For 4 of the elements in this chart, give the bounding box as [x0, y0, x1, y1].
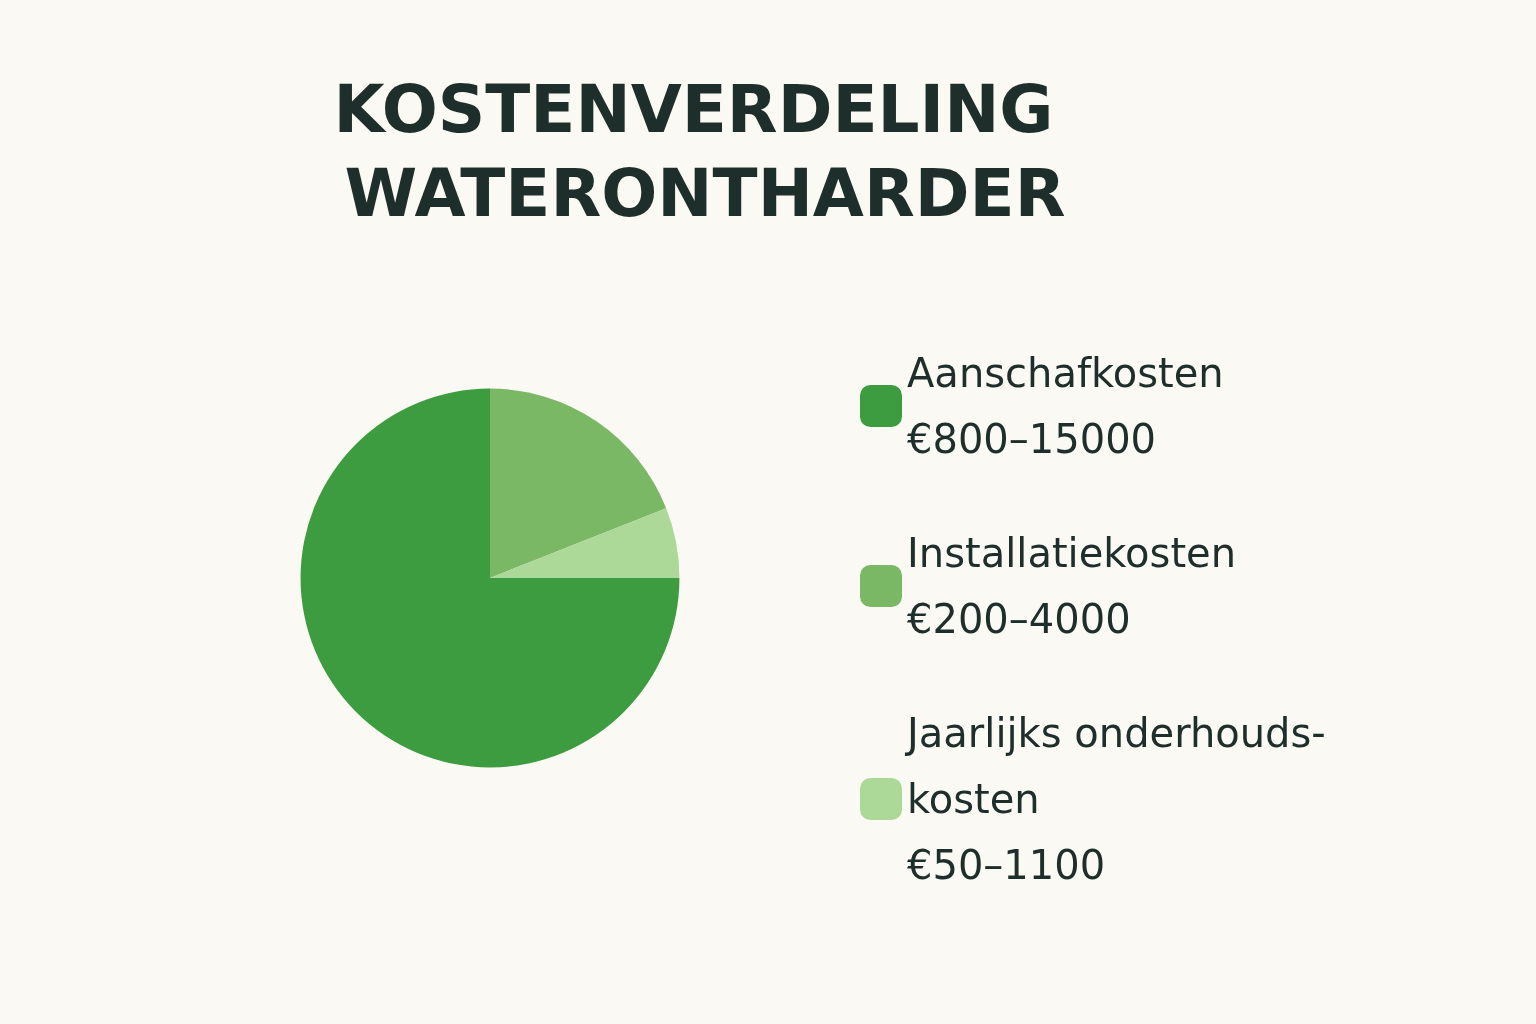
legend-label: Jaarlijks onderhouds- kosten €50–1100: [904, 710, 1326, 888]
chart-title: KOSTENVERDELING WATERONTHARDER: [333, 70, 1077, 232]
legend-label: Installatiekosten €200–4000: [907, 530, 1237, 642]
legend-label: Aanschafkosten €800–15000: [907, 350, 1224, 462]
